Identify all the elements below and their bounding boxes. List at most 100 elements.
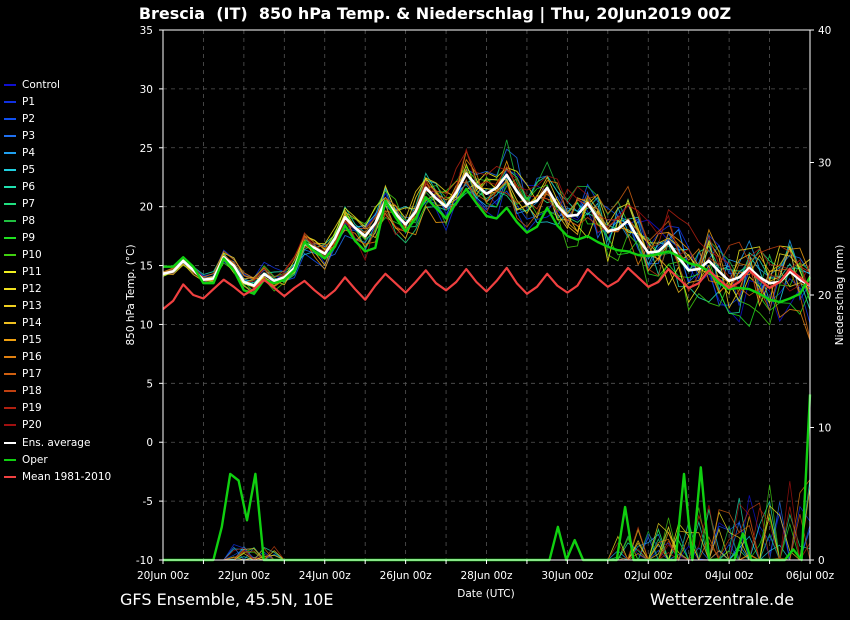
legend-swatch [4, 424, 16, 427]
legend-swatch [4, 407, 16, 410]
legend-label: P5 [22, 163, 36, 176]
x-tick-label: 24Jun 00z [299, 570, 351, 582]
legend-label: P19 [22, 402, 42, 415]
legend-swatch [4, 151, 16, 154]
legend-item: P19 [4, 400, 111, 417]
grid-layer [163, 30, 810, 560]
y2-axis-label: Niederschlag (mm) [834, 245, 846, 346]
legend-item: Control [4, 76, 111, 93]
legend-item: P12 [4, 281, 111, 298]
legend-label: P20 [22, 419, 42, 432]
legend-swatch [4, 100, 16, 103]
legend-swatch [4, 185, 16, 188]
y2-tick-label: 40 [818, 25, 831, 37]
legend-label: P15 [22, 334, 42, 347]
legend-label: P3 [22, 129, 36, 142]
legend-label: P17 [22, 368, 42, 381]
legend-label: Oper [22, 453, 48, 466]
y-tick-label: 35 [140, 25, 153, 37]
legend-swatch [4, 339, 16, 342]
axis-layer: -10 -5 0 5 10 15 20 25 30 35 0 10 20 30 40 20Jun 00z 22J… [136, 25, 835, 582]
y2-tick-label: 10 [818, 423, 831, 435]
legend-swatch [4, 441, 16, 444]
legend-label: P10 [22, 248, 42, 261]
legend-item: P6 [4, 178, 111, 195]
legend-label: P13 [22, 300, 42, 313]
y-tick-label: -10 [136, 555, 153, 567]
legend-label: Mean 1981-2010 [22, 470, 112, 483]
legend-label: Ens. average [22, 436, 91, 449]
x-tick-label: 06Jul 00z [786, 570, 835, 582]
legend-item: P10 [4, 246, 111, 263]
legend-swatch [4, 458, 16, 461]
x-tick-label: 26Jun 00z [380, 570, 432, 582]
legend-label: P9 [22, 231, 36, 244]
legend-swatch [4, 117, 16, 120]
legend: Control P1 P2 P3 P4 P5 P6 P7 P8 P9 P10 P11 P12 P13 P14… [4, 76, 111, 485]
legend-swatch [4, 322, 16, 325]
y2-tick-label: 20 [818, 290, 831, 302]
legend-item: P9 [4, 229, 111, 246]
legend-item: P5 [4, 161, 111, 178]
legend-label: P1 [22, 95, 36, 108]
legend-item: P18 [4, 383, 111, 400]
y-tick-label: 20 [140, 202, 153, 214]
y-axis-label: 850 hPa Temp. (°C) [125, 244, 137, 345]
legend-item: Oper [4, 451, 111, 468]
y-tick-label: -5 [143, 496, 153, 508]
legend-swatch [4, 236, 16, 239]
footer-model-info: GFS Ensemble, 45.5N, 10E [120, 590, 334, 609]
legend-item: P11 [4, 264, 111, 281]
legend-swatch [4, 475, 16, 478]
legend-swatch [4, 390, 16, 393]
y-tick-label: 10 [140, 319, 153, 331]
series-line-mean-1981-2010-temp [162, 266, 811, 310]
legend-item: P2 [4, 110, 111, 127]
x-tick-label: 22Jun 00z [218, 570, 270, 582]
legend-item: Mean 1981-2010 [4, 468, 111, 485]
legend-swatch [4, 219, 16, 222]
y-tick-label: 30 [140, 84, 153, 96]
y-tick-label: 25 [140, 143, 153, 155]
x-tick-label: 04Jul 00z [705, 570, 754, 582]
legend-label: P14 [22, 317, 42, 330]
legend-item: P15 [4, 332, 111, 349]
legend-label: P16 [22, 351, 42, 364]
legend-label: P2 [22, 112, 36, 125]
legend-item: P7 [4, 195, 111, 212]
y-tick-label: 15 [140, 261, 153, 273]
legend-swatch [4, 271, 16, 274]
legend-swatch [4, 373, 16, 376]
x-tick-label: 30Jun 00z [541, 570, 593, 582]
x-tick-label: 28Jun 00z [461, 570, 513, 582]
series-layer [162, 172, 812, 562]
x-tick-label: 02Jul 00z [624, 570, 673, 582]
y-tick-label: 5 [146, 378, 153, 390]
legend-swatch [4, 253, 16, 256]
legend-item: P8 [4, 212, 111, 229]
x-axis-label: Date (UTC) [457, 588, 514, 600]
legend-swatch [4, 202, 16, 205]
legend-item: P16 [4, 349, 111, 366]
y2-tick-label: 30 [818, 158, 831, 170]
legend-label: P8 [22, 214, 36, 227]
ensemble-member-line [162, 190, 811, 302]
legend-label: P11 [22, 266, 42, 279]
legend-item: P20 [4, 417, 111, 434]
legend-label: P6 [22, 180, 36, 193]
legend-label: P4 [22, 146, 36, 159]
legend-label: P18 [22, 385, 42, 398]
series-line-oper-temp [163, 187, 812, 304]
legend-item: P1 [4, 93, 111, 110]
legend-swatch [4, 83, 16, 86]
legend-item: P3 [4, 127, 111, 144]
legend-swatch [4, 288, 16, 291]
legend-swatch [4, 134, 16, 137]
legend-item: P4 [4, 144, 111, 161]
legend-label: Control [22, 78, 60, 91]
legend-swatch [4, 305, 16, 308]
footer-site-name: Wetterzentrale.de [650, 590, 795, 609]
legend-item: P13 [4, 298, 111, 315]
ensemble-member-line [162, 170, 811, 326]
